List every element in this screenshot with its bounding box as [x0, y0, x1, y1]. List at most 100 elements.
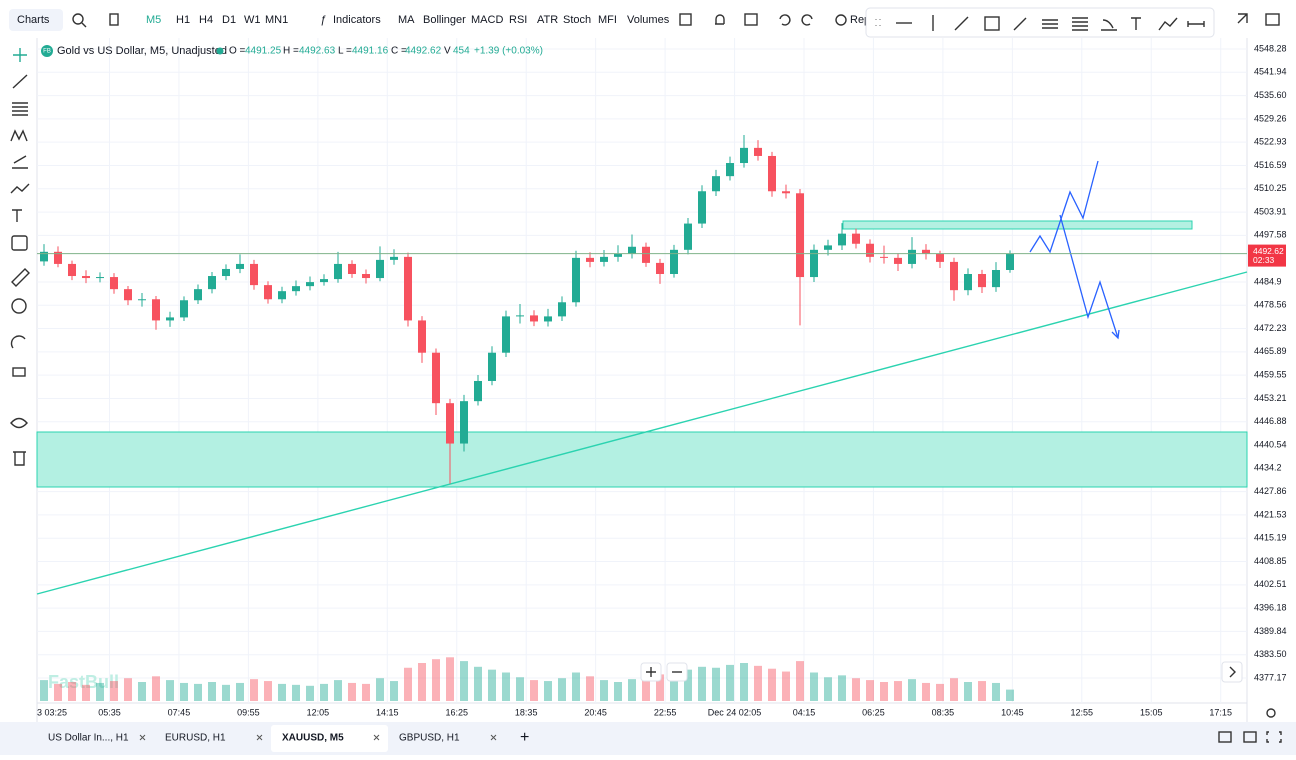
- lock-tool[interactable]: [12, 367, 26, 377]
- volume-bar: [600, 680, 608, 701]
- redo-icon[interactable]: [801, 14, 813, 26]
- emoji-tool[interactable]: [11, 235, 28, 251]
- popout-icon[interactable]: [1237, 13, 1248, 24]
- resistance-zone: [842, 220, 1193, 230]
- indicator[interactable]: RSI: [509, 14, 527, 26]
- fullscreen-icon[interactable]: [1266, 731, 1282, 743]
- volume-bar: [782, 671, 790, 701]
- y-tick-label: 4541.94: [1254, 67, 1287, 77]
- volume-bar: [390, 681, 398, 701]
- rect-tool[interactable]: [984, 16, 1000, 31]
- candle-body: [54, 251, 62, 264]
- indicator[interactable]: MA: [398, 14, 415, 26]
- indicator[interactable]: Volumes: [627, 14, 670, 26]
- tab-label[interactable]: GBPUSD, H1: [399, 733, 460, 744]
- x-tick-label: 18:35: [515, 707, 538, 717]
- path-tool[interactable]: [1158, 17, 1178, 31]
- timeframe[interactable]: W1: [244, 14, 261, 26]
- panel-icon[interactable]: [1265, 13, 1280, 26]
- fx-icon[interactable]: ƒ: [320, 14, 326, 26]
- line-tool[interactable]: [12, 74, 28, 89]
- ruler-tool[interactable]: [11, 268, 30, 287]
- volume-bar: [306, 685, 314, 701]
- tab-close[interactable]: [490, 734, 497, 741]
- settings-icon[interactable]: [1266, 708, 1276, 718]
- zoom-tool[interactable]: [11, 298, 27, 314]
- y-tick-label: 4389.84: [1254, 626, 1287, 636]
- y-tick-label: 4465.89: [1254, 346, 1287, 356]
- calendar-icon[interactable]: [744, 13, 758, 26]
- alert-icon[interactable]: [715, 14, 725, 25]
- projection-tool[interactable]: [12, 155, 28, 169]
- pattern-tool[interactable]: [10, 129, 28, 142]
- candle-body: [222, 268, 230, 277]
- candle-body: [684, 223, 692, 250]
- curve-tool[interactable]: [1101, 19, 1117, 31]
- volume-bar: [376, 678, 384, 701]
- tab-label[interactable]: EURUSD, H1: [165, 733, 226, 744]
- tab-label[interactable]: XAUUSD, M5: [282, 733, 344, 744]
- indicator[interactable]: MFI: [598, 14, 617, 26]
- measure-tool[interactable]: [1187, 21, 1205, 27]
- tab-close[interactable]: [139, 734, 146, 741]
- timeframe[interactable]: M5: [146, 14, 161, 26]
- scroll-right[interactable]: [1221, 661, 1243, 683]
- timeframe[interactable]: D1: [222, 14, 236, 26]
- visibility-tool[interactable]: [10, 417, 28, 429]
- countdown-label: 02:33: [1253, 255, 1275, 265]
- delete-tool[interactable]: [13, 451, 26, 466]
- drag-handle[interactable]: [875, 19, 881, 26]
- timeframe[interactable]: MN1: [265, 14, 288, 26]
- fib-tool[interactable]: [1072, 17, 1088, 31]
- replay-icon[interactable]: [835, 14, 847, 26]
- timeframe[interactable]: H1: [176, 14, 190, 26]
- tab-close[interactable]: [373, 734, 380, 741]
- indicator[interactable]: Stoch: [563, 14, 591, 26]
- volume-bar: [572, 672, 580, 701]
- text-tool[interactable]: [1131, 17, 1141, 30]
- active-tab-bg: [271, 725, 388, 752]
- replay-label[interactable]: Rep: [850, 14, 870, 26]
- brush-tool[interactable]: [1013, 17, 1027, 31]
- symbol-badge: [41, 45, 53, 57]
- volume-bar: [194, 683, 202, 701]
- search-icon[interactable]: [72, 13, 84, 25]
- indicators-label[interactable]: Indicators: [333, 14, 381, 26]
- trendline-tool[interactable]: [954, 16, 969, 31]
- layout-icon[interactable]: [679, 13, 692, 26]
- volume-bar: [264, 681, 272, 701]
- tab-label[interactable]: US Dollar In..., H1: [48, 733, 129, 744]
- add-tab[interactable]: +: [520, 729, 529, 746]
- charts-button[interactable]: [9, 9, 63, 31]
- y-tick-label: 4434.2: [1254, 463, 1282, 473]
- candle-body: [278, 291, 286, 300]
- symbol-name[interactable]: Gold vs US Dollar, M5, Unadjusted: [57, 45, 227, 57]
- brush-tool[interactable]: [10, 183, 30, 194]
- layout-icon[interactable]: [1218, 731, 1232, 743]
- candle-body: [530, 315, 538, 322]
- candle-body: [698, 191, 706, 224]
- volume-bar: [516, 677, 524, 701]
- timeframe[interactable]: H4: [199, 14, 213, 26]
- tab-close[interactable]: [256, 734, 263, 741]
- magnet-tool[interactable]: [10, 335, 26, 349]
- channel-tool[interactable]: [1042, 19, 1058, 29]
- text-tool[interactable]: [12, 209, 22, 222]
- high-value: 4492.63: [299, 46, 336, 57]
- candle-body: [502, 316, 510, 353]
- volume-bar: [922, 682, 930, 701]
- window-icon[interactable]: [1243, 731, 1257, 743]
- volume-bar: [250, 679, 258, 701]
- volume-bar: [936, 683, 944, 701]
- volume-bar: [68, 682, 76, 701]
- volume-bar: [418, 663, 426, 701]
- indicator[interactable]: MACD: [471, 14, 503, 26]
- indicator[interactable]: Bollinger: [423, 14, 466, 26]
- low-label: L =: [338, 46, 352, 57]
- candle-type-icon[interactable]: [109, 13, 119, 26]
- volume-bar: [754, 665, 762, 701]
- undo-icon[interactable]: [779, 14, 791, 26]
- crosshair-tool[interactable]: [13, 48, 27, 62]
- indicator[interactable]: ATR: [537, 14, 558, 26]
- fib-tool[interactable]: [12, 102, 28, 116]
